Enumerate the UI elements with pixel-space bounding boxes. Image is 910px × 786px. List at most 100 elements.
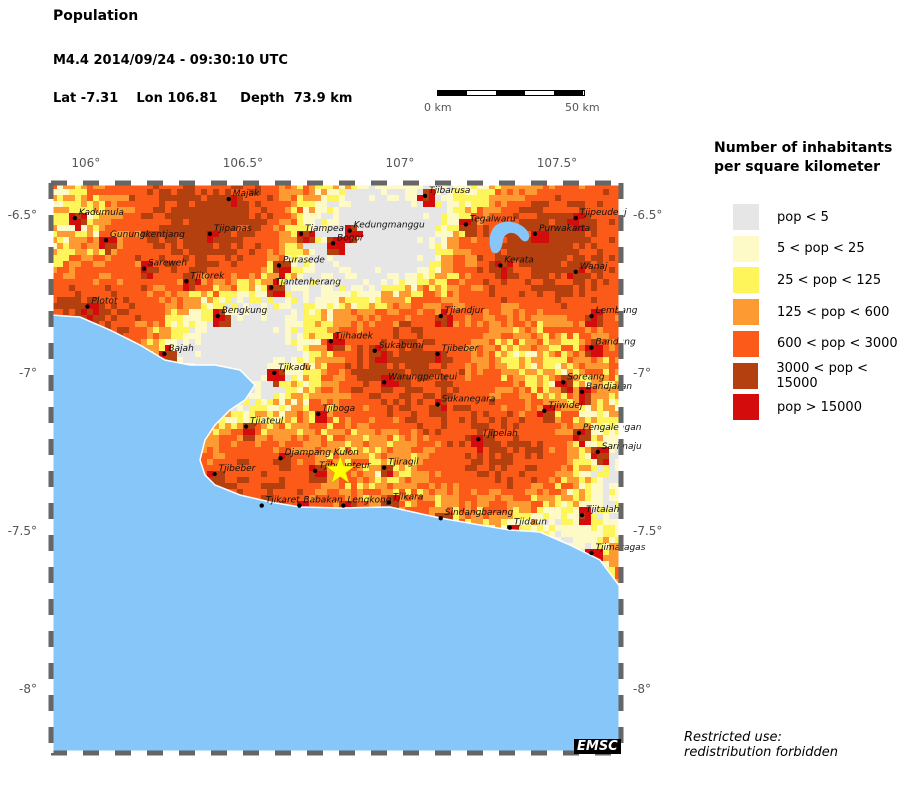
raster-cell [195,279,201,285]
raster-cell [195,261,201,267]
raster-cell [273,405,279,411]
raster-cell [237,237,243,243]
raster-cell [369,351,375,357]
raster-cell [531,513,537,519]
raster-cell [585,537,591,543]
raster-cell [183,255,189,261]
raster-cell [351,315,357,321]
raster-cell [567,249,573,255]
raster-cell [147,189,153,195]
raster-cell [63,201,69,207]
raster-cell [393,225,399,231]
raster-cell [387,273,393,279]
raster-cell [189,231,195,237]
raster-cell [555,513,561,519]
raster-cell [507,315,513,321]
raster-cell [543,237,549,243]
raster-cell [207,471,213,477]
raster-cell [417,453,423,459]
raster-cell [189,303,195,309]
raster-cell [297,195,303,201]
raster-cell [615,489,621,495]
raster-cell [285,231,291,237]
raster-cell [333,297,339,303]
raster-cell [471,513,477,519]
raster-cell [375,195,381,201]
raster-cell [555,231,561,237]
raster-cell [549,393,555,399]
raster-cell [267,297,273,303]
raster-cell [429,225,435,231]
raster-cell [243,429,249,435]
raster-cell [213,297,219,303]
raster-cell [219,231,225,237]
raster-cell [555,369,561,375]
raster-cell [561,237,567,243]
raster-cell [417,459,423,465]
raster-cell [597,201,603,207]
raster-cell [507,195,513,201]
raster-cell [561,303,567,309]
raster-cell [189,339,195,345]
raster-cell [285,417,291,423]
raster-cell [237,297,243,303]
raster-cell [579,465,585,471]
raster-cell [501,423,507,429]
raster-cell [261,399,267,405]
raster-cell [477,219,483,225]
raster-cell [603,537,609,543]
raster-cell [561,393,567,399]
raster-cell [369,357,375,363]
raster-cell [327,273,333,279]
raster-cell [501,183,507,189]
raster-cell [87,303,93,309]
raster-cell [261,321,267,327]
raster-cell [615,447,621,453]
raster-cell [279,465,285,471]
raster-cell [393,333,399,339]
raster-cell [219,243,225,249]
raster-cell [279,441,285,447]
raster-cell [363,231,369,237]
raster-cell [321,465,327,471]
raster-cell [435,267,441,273]
raster-cell [597,393,603,399]
raster-cell [549,345,555,351]
raster-cell [291,405,297,411]
raster-cell [165,291,171,297]
raster-cell [591,459,597,465]
raster-cell [435,441,441,447]
raster-cell [411,471,417,477]
raster-cell [105,309,111,315]
raster-cell [243,417,249,423]
raster-cell [411,213,417,219]
raster-cell [153,237,159,243]
raster-cell [453,237,459,243]
raster-cell [573,471,579,477]
raster-cell [165,303,171,309]
raster-cell [291,297,297,303]
raster-cell [489,345,495,351]
raster-cell [423,279,429,285]
raster-cell [615,465,621,471]
raster-cell [357,213,363,219]
raster-cell [399,195,405,201]
raster-cell [285,387,291,393]
raster-cell [483,315,489,321]
raster-cell [519,219,525,225]
raster-cell [531,219,537,225]
raster-cell [75,189,81,195]
raster-cell [147,213,153,219]
raster-cell [291,351,297,357]
raster-cell [99,225,105,231]
raster-cell [153,243,159,249]
raster-cell [99,207,105,213]
raster-cell [303,327,309,333]
raster-cell [297,375,303,381]
raster-cell [159,351,165,357]
raster-cell [183,195,189,201]
raster-cell [585,453,591,459]
raster-cell [249,363,255,369]
raster-cell [147,273,153,279]
raster-cell [87,243,93,249]
